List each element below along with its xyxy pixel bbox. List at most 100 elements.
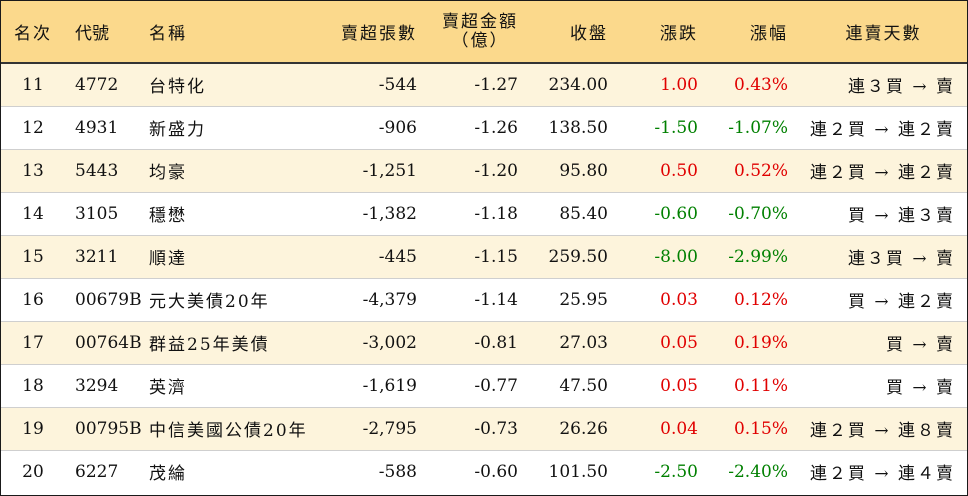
code-cell: 3211	[75, 246, 119, 267]
rank-cell: 17	[22, 332, 44, 353]
header-rank: 名次	[14, 24, 52, 44]
rank-cell: 15	[22, 246, 44, 267]
days-cell: 買 → 賣	[885, 378, 955, 398]
rank-cell: 13	[22, 160, 44, 181]
table-row: 18 3294 英濟 -1,619 -0.77 47.50 0.05 0.11%…	[1, 364, 967, 407]
name-cell: 英濟	[149, 378, 187, 398]
close-cell: 138.50	[548, 117, 608, 138]
change-cell: -2.50	[654, 461, 698, 482]
days-cell: 連２買 → 連４賣	[809, 464, 955, 485]
pct-cell: 0.52%	[733, 160, 788, 181]
table-body: 11 4772 台特化 -544 -1.27 234.00 1.00 0.43%…	[1, 63, 967, 493]
amount-cell: -1.14	[474, 289, 518, 310]
name-cell: 順達	[149, 249, 187, 269]
amount-cell: -1.15	[474, 246, 518, 267]
days-cell: 連３買 → 賣	[847, 77, 955, 98]
pct-cell: 0.19%	[733, 332, 788, 353]
lots-cell: -4,379	[362, 289, 417, 310]
rank-cell: 14	[22, 203, 44, 224]
pct-cell: 0.15%	[733, 418, 788, 439]
name-cell: 穩懋	[149, 206, 187, 226]
code-cell: 3294	[75, 375, 119, 396]
days-cell: 連２買 → 連２賣	[809, 163, 955, 183]
table-row: 16 00679B 元大美債20年 -4,379 -1.14 25.95 0.0…	[1, 278, 967, 321]
pct-cell: -2.99%	[728, 246, 788, 267]
change-cell: 0.05	[660, 375, 698, 396]
days-cell: 連２買 → 連２賣	[809, 120, 955, 140]
change-cell: 0.50	[660, 160, 698, 181]
name-cell: 中信美國公債20年	[149, 421, 308, 441]
lots-cell: -906	[378, 117, 417, 138]
days-cell: 買 → 連２賣	[847, 292, 955, 312]
table-row: 11 4772 台特化 -544 -1.27 234.00 1.00 0.43%…	[1, 63, 967, 106]
table-row: 14 3105 穩懋 -1,382 -1.18 85.40 -0.60 -0.7…	[1, 192, 967, 235]
code-cell: 00679B	[75, 289, 142, 310]
amount-cell: -1.27	[474, 74, 518, 95]
change-cell: 0.05	[660, 332, 698, 353]
close-cell: 25.95	[559, 289, 608, 310]
close-cell: 95.80	[559, 160, 608, 181]
rank-cell: 18	[22, 375, 44, 396]
header-row: 名次 代號 名稱 賣超張數 賣超金額 （億） 收盤 漲跌 漲幅 連賣天數	[1, 1, 967, 63]
amount-cell: -0.81	[474, 332, 518, 353]
code-cell: 6227	[75, 461, 119, 482]
days-cell: 連３買 → 賣	[847, 249, 955, 269]
rank-cell: 20	[22, 461, 44, 482]
days-cell: 買 → 賣	[885, 335, 955, 355]
lots-cell: -588	[378, 461, 417, 482]
header-net-sell-lots: 賣超張數	[341, 24, 417, 44]
close-cell: 259.50	[548, 246, 608, 267]
header-net-sell-amount-line2: （億）	[451, 30, 509, 51]
close-cell: 27.03	[559, 332, 608, 353]
header-net-sell-amount: 賣超金額 （億）	[429, 1, 530, 63]
pct-cell: 0.11%	[733, 375, 788, 396]
lots-cell: -1,382	[362, 203, 417, 224]
code-cell: 4931	[75, 117, 119, 138]
close-cell: 26.26	[559, 418, 608, 439]
pct-cell: -0.70%	[728, 203, 788, 224]
pct-cell: -1.07%	[728, 117, 788, 138]
close-cell: 85.40	[559, 203, 608, 224]
pct-cell: -2.40%	[728, 461, 788, 482]
lots-cell: -2,795	[362, 418, 417, 439]
table-row: 19 00795B 中信美國公債20年 -2,795 -0.73 26.26 0…	[1, 407, 967, 450]
name-cell: 群益25年美債	[149, 335, 270, 355]
rank-cell: 16	[22, 289, 44, 310]
pct-cell: 0.12%	[733, 289, 788, 310]
close-cell: 101.50	[548, 461, 608, 482]
change-cell: 0.03	[660, 289, 698, 310]
name-cell: 茂綸	[149, 464, 187, 485]
amount-cell: -0.77	[474, 375, 518, 396]
amount-cell: -1.18	[474, 203, 518, 224]
close-cell: 234.00	[548, 74, 608, 95]
header-close: 收盤	[570, 24, 608, 44]
table-row: 17 00764B 群益25年美債 -3,002 -0.81 27.03 0.0…	[1, 321, 967, 364]
code-cell: 4772	[75, 74, 119, 95]
table-row: 13 5443 均豪 -1,251 -1.20 95.80 0.50 0.52%…	[1, 149, 967, 192]
change-cell: 1.00	[660, 74, 698, 95]
code-cell: 5443	[75, 160, 119, 181]
days-cell: 買 → 連３賣	[847, 206, 955, 226]
change-cell: -0.60	[654, 203, 698, 224]
code-cell: 00795B	[75, 418, 142, 439]
code-cell: 00764B	[75, 332, 142, 353]
name-cell: 元大美債20年	[149, 292, 270, 312]
amount-cell: -0.60	[474, 461, 518, 482]
change-cell: 0.04	[660, 418, 698, 439]
header-net-sell-amount-line1: 賣超金額	[442, 11, 518, 32]
amount-cell: -0.73	[474, 418, 518, 439]
table-row: 12 4931 新盛力 -906 -1.26 138.50 -1.50 -1.0…	[1, 106, 967, 149]
close-cell: 47.50	[559, 375, 608, 396]
lots-cell: -1,619	[362, 375, 417, 396]
table-row: 15 3211 順達 -445 -1.15 259.50 -8.00 -2.99…	[1, 235, 967, 278]
header-change: 漲跌	[660, 24, 698, 44]
lots-cell: -3,002	[362, 332, 417, 353]
lots-cell: -445	[378, 246, 417, 267]
change-cell: -1.50	[654, 117, 698, 138]
table-row: 20 6227 茂綸 -588 -0.60 101.50 -2.50 -2.40…	[1, 450, 967, 493]
name-cell: 台特化	[149, 77, 206, 98]
pct-cell: 0.43%	[733, 74, 788, 95]
rank-cell: 11	[22, 74, 44, 95]
